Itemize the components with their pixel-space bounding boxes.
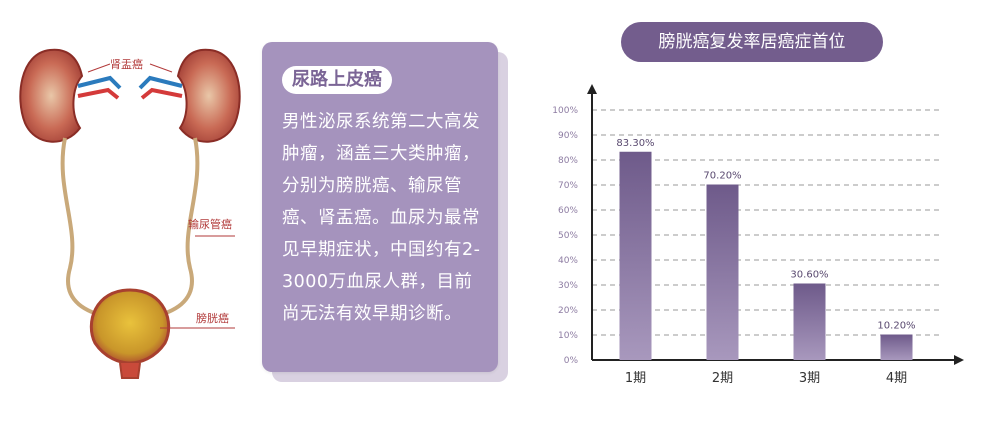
x-category-label: 1期 (625, 371, 646, 386)
y-tick-label: 90% (558, 131, 578, 141)
bar-1 (619, 151, 652, 360)
x-category-label: 3期 (799, 371, 820, 386)
bar-value-label: 30.60% (790, 270, 828, 281)
bladder (89, 288, 171, 365)
urinary-tract-illustration: 肾盂癌 输尿管癌 膀胱癌 (10, 28, 260, 388)
right-kidney (176, 48, 241, 143)
y-tick-label: 20% (558, 306, 578, 316)
info-card-body: 男性泌尿系统第二大高发肿瘤，涵盖三大类肿瘤，分别为膀胱癌、输尿管癌、肾盂癌。血尿… (282, 112, 481, 324)
label-bladder-cancer: 膀胱癌 (196, 312, 229, 325)
labels: 0% 10% 20% 30% 40% 50% 60% 70% 80% 90% 100% 83.30% 1… (552, 106, 915, 386)
label-renal-pelvis-cancer: 肾盂癌 (110, 58, 143, 71)
recurrence-bar-chart: 0% 10% 20% 30% 40% 50% 60% 70% 80% 90% 100% 83.30% 1… (552, 84, 964, 386)
y-tick-label: 80% (558, 156, 578, 166)
info-card: 尿路上皮癌 男性泌尿系统第二大高发肿瘤，涵盖三大类肿瘤，分别为膀胱癌、输尿管癌、… (262, 42, 498, 372)
left-ureter (60, 137, 111, 320)
x-axis-arrow (954, 355, 964, 365)
bar-4 (880, 334, 913, 360)
y-tick-label: 50% (558, 231, 578, 241)
urinary-tract-drawing (19, 48, 241, 379)
bar-value-label: 83.30% (616, 138, 654, 149)
y-tick-label: 10% (558, 331, 578, 341)
y-tick-label: 60% (558, 206, 578, 216)
bar-3 (793, 283, 826, 360)
y-tick-label: 40% (558, 256, 578, 266)
bar-value-label: 10.20% (877, 321, 915, 332)
y-axis-arrow (587, 84, 597, 94)
x-category-label: 4期 (886, 371, 907, 386)
chart-title: 膀胱癌复发率居癌症首位 (621, 22, 883, 62)
y-tick-label: 70% (558, 181, 578, 191)
y-tick-label: 0% (564, 356, 579, 366)
bar-value-label: 70.20% (703, 171, 741, 182)
bar-2 (706, 184, 739, 360)
right-ureter (149, 137, 200, 320)
left-kidney (19, 48, 84, 143)
bars (619, 151, 913, 360)
y-tick-label: 30% (558, 281, 578, 291)
label-ureter-cancer: 输尿管癌 (188, 218, 232, 231)
y-tick-label: 100% (552, 106, 578, 116)
info-card-tag: 尿路上皮癌 (282, 66, 392, 94)
x-category-label: 2期 (712, 371, 733, 386)
